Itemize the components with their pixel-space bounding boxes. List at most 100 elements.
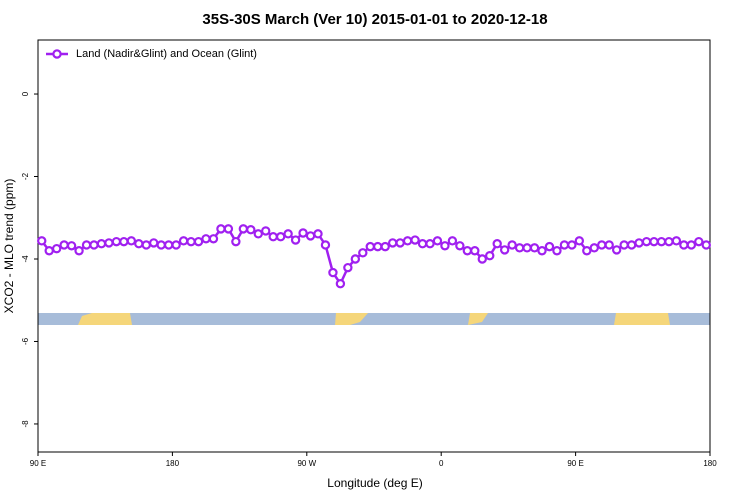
data-point bbox=[582, 246, 592, 256]
data-point bbox=[313, 229, 323, 239]
data-point bbox=[298, 228, 308, 238]
legend-marker bbox=[52, 49, 62, 59]
data-point bbox=[380, 241, 390, 252]
data-point bbox=[358, 248, 368, 258]
data-point bbox=[395, 238, 405, 248]
data-point bbox=[134, 239, 144, 249]
x-tick-label: 90 E bbox=[30, 459, 46, 468]
land-patch bbox=[614, 313, 670, 325]
data-point bbox=[186, 236, 196, 247]
data-point bbox=[410, 235, 420, 245]
data-point bbox=[507, 240, 517, 250]
data-point bbox=[208, 234, 219, 244]
data-point bbox=[567, 240, 577, 250]
data-point bbox=[611, 245, 622, 255]
y-tick-label: -4 bbox=[21, 255, 30, 263]
data-point bbox=[686, 240, 697, 250]
data-point bbox=[537, 246, 547, 256]
data-point bbox=[163, 240, 174, 250]
data-point bbox=[231, 236, 241, 247]
data-point bbox=[477, 254, 487, 264]
data-point bbox=[283, 229, 293, 239]
data-point bbox=[440, 241, 450, 251]
data-point bbox=[290, 235, 301, 245]
land-patch bbox=[335, 313, 368, 325]
y-tick-label: -6 bbox=[21, 337, 30, 345]
data-point bbox=[96, 239, 107, 249]
data-point bbox=[664, 236, 674, 247]
data-point bbox=[171, 240, 181, 250]
x-tick-label: 90 W bbox=[297, 459, 316, 468]
y-axis-label: XCO2 - MLO trend (ppm) bbox=[2, 179, 16, 314]
data-point bbox=[238, 224, 249, 234]
data-point bbox=[455, 241, 465, 251]
data-point bbox=[305, 231, 316, 241]
data-point bbox=[156, 240, 166, 250]
x-tick-label: 180 bbox=[166, 459, 180, 468]
data-point bbox=[432, 236, 443, 246]
data-point bbox=[492, 239, 502, 249]
data-point bbox=[597, 240, 607, 250]
y-tick-label: -2 bbox=[21, 172, 30, 180]
data-point bbox=[604, 240, 614, 250]
data-point bbox=[373, 241, 383, 252]
data-point bbox=[619, 240, 629, 250]
legend-label: Land (Nadir&Glint) and Ocean (Glint) bbox=[76, 48, 257, 60]
data-point bbox=[44, 246, 54, 256]
land-patch bbox=[78, 313, 132, 325]
data-point bbox=[417, 239, 428, 249]
data-point bbox=[574, 236, 585, 246]
data-point bbox=[223, 224, 234, 234]
data-point bbox=[626, 240, 637, 250]
data-point bbox=[119, 236, 129, 247]
data-point bbox=[111, 236, 122, 247]
data-point bbox=[178, 236, 189, 246]
data-point bbox=[216, 224, 226, 234]
data-point bbox=[701, 240, 711, 250]
y-tick-label: -8 bbox=[21, 420, 30, 428]
data-point bbox=[126, 236, 137, 246]
data-point bbox=[649, 236, 659, 247]
data-point bbox=[193, 236, 204, 247]
data-point bbox=[335, 279, 346, 289]
data-point bbox=[51, 243, 62, 254]
data-point bbox=[671, 236, 682, 246]
data-point bbox=[656, 236, 667, 247]
data-point bbox=[552, 246, 562, 256]
data-point bbox=[589, 243, 599, 253]
land-patch bbox=[468, 313, 488, 325]
data-point bbox=[365, 241, 375, 252]
data-point bbox=[447, 236, 458, 246]
data-point bbox=[529, 243, 540, 253]
data-point bbox=[246, 225, 256, 235]
series-line bbox=[40, 227, 707, 287]
data-point bbox=[634, 238, 644, 248]
ocean-band bbox=[38, 313, 710, 325]
land-ocean-strip bbox=[38, 313, 710, 325]
data-point bbox=[89, 240, 99, 250]
data-point bbox=[485, 250, 495, 261]
data-point bbox=[74, 246, 84, 256]
x-tick-label: 180 bbox=[703, 459, 717, 468]
data-point bbox=[462, 246, 473, 256]
data-point bbox=[320, 240, 331, 250]
data-point bbox=[641, 236, 652, 247]
data-point bbox=[514, 243, 525, 253]
data-point bbox=[544, 241, 555, 252]
data-point bbox=[328, 267, 338, 278]
data-point bbox=[343, 262, 353, 273]
chart-title: 35S-30S March (Ver 10) 2015-01-01 to 202… bbox=[202, 11, 547, 28]
data-point bbox=[81, 240, 92, 250]
y-tick-label: 0 bbox=[21, 91, 30, 96]
data-point bbox=[350, 254, 361, 264]
data-point bbox=[268, 232, 278, 242]
data-point bbox=[66, 241, 77, 251]
data-point bbox=[59, 240, 69, 250]
data-point bbox=[694, 236, 704, 247]
data-point bbox=[201, 234, 211, 244]
data-point bbox=[499, 245, 510, 255]
data-point bbox=[559, 240, 570, 250]
x-tick-label: 0 bbox=[439, 459, 444, 468]
x-axis-label: Longitude (deg E) bbox=[327, 476, 422, 490]
data-point bbox=[470, 246, 480, 256]
